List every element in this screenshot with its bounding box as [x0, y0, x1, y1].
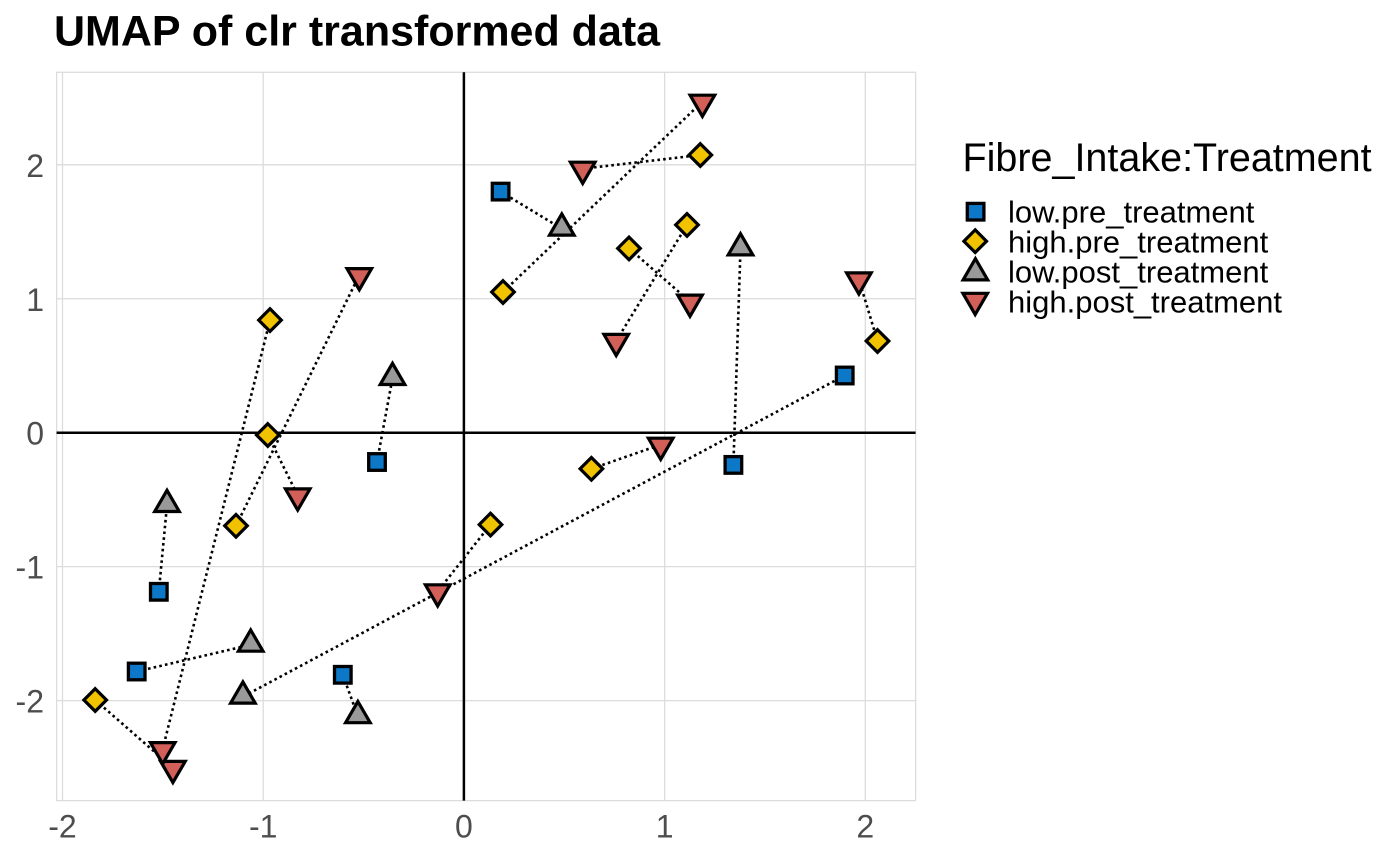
svg-text:high.post_treatment: high.post_treatment: [1008, 285, 1282, 320]
svg-text:-2: -2: [16, 684, 44, 720]
svg-text:2: 2: [856, 809, 874, 845]
svg-text:0: 0: [26, 416, 44, 452]
svg-text:1: 1: [26, 282, 44, 318]
svg-text:UMAP of clr transformed data: UMAP of clr transformed data: [54, 8, 661, 56]
svg-text:-1: -1: [249, 809, 277, 845]
svg-text:2: 2: [26, 148, 44, 184]
svg-text:0: 0: [455, 809, 473, 845]
svg-text:low.post_treatment: low.post_treatment: [1008, 255, 1269, 290]
svg-text:1: 1: [656, 809, 674, 845]
svg-text:-2: -2: [48, 809, 76, 845]
svg-text:-1: -1: [16, 550, 44, 586]
svg-text:low.pre_treatment: low.pre_treatment: [1008, 195, 1255, 230]
svg-text:high.pre_treatment: high.pre_treatment: [1008, 225, 1269, 260]
svg-text:Fibre_Intake:Treatment: Fibre_Intake:Treatment: [963, 136, 1372, 180]
